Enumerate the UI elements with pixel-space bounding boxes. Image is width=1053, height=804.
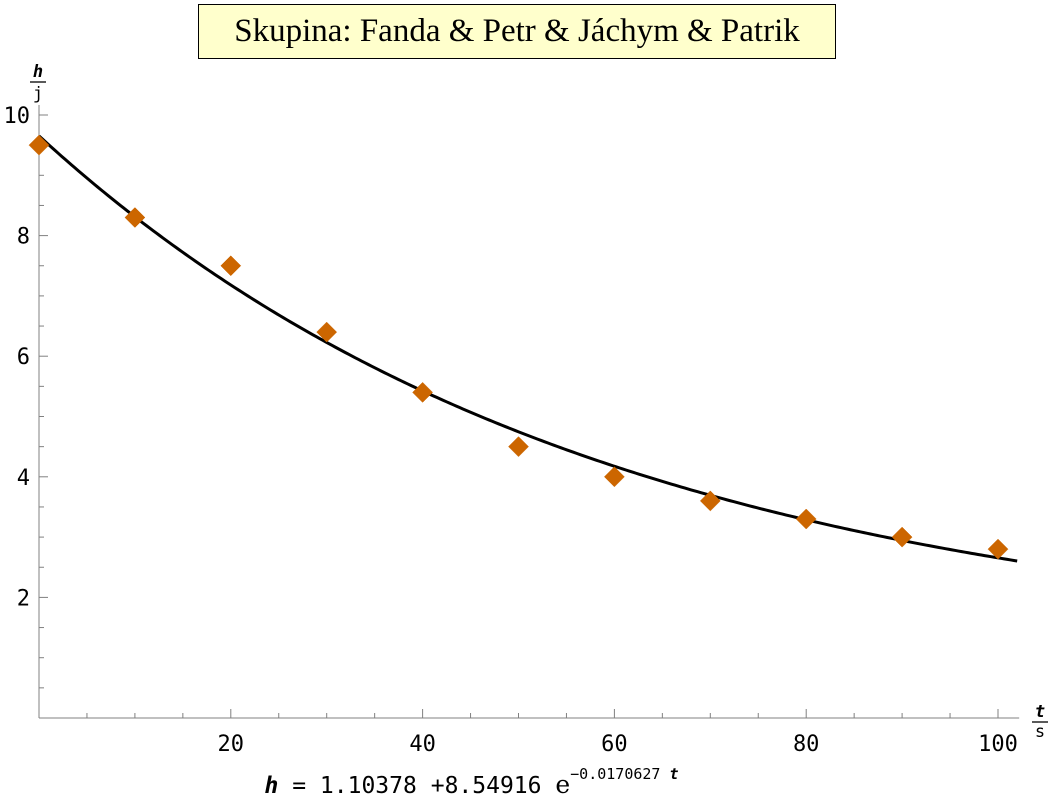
x-axis-unit-numerator: t <box>1035 702 1045 722</box>
x-tick-label: 20 <box>218 732 245 757</box>
x-axis-unit-label: t s <box>1032 702 1048 742</box>
x-tick-label: 100 <box>978 732 1018 757</box>
data-point <box>604 466 625 488</box>
y-axis-unit-denominator: j <box>33 84 43 104</box>
data-point <box>987 538 1009 560</box>
fit-equation: h = 1.10378 +8.54916 e−0.0170627 t <box>0 760 1053 804</box>
data-point <box>699 490 721 512</box>
axis-ticks: 20 40 60 80 100 2 4 6 8 10 <box>4 104 1018 757</box>
data-point <box>795 508 817 530</box>
y-tick-label: 10 <box>4 104 31 129</box>
y-tick-label: 4 <box>17 466 30 491</box>
y-axis-unit-label: h j <box>30 62 46 104</box>
fit-equation-constant: 1.10378 <box>319 773 417 799</box>
fit-equation-plus: + <box>430 773 445 799</box>
data-point <box>316 321 338 343</box>
fit-equation-coefficient: 8.54916 <box>444 773 542 799</box>
y-tick-label: 8 <box>17 225 30 250</box>
fit-equation-lhs: h <box>264 773 279 799</box>
chart-title: Skupina: Fanda & Petr & Jáchym & Patrik <box>198 4 836 59</box>
data-point <box>508 436 529 458</box>
x-axis-unit-denominator: s <box>1035 722 1045 742</box>
axes <box>38 105 1020 719</box>
y-axis-unit-numerator: h <box>33 62 43 82</box>
x-tick-label: 60 <box>601 732 628 757</box>
data-point <box>220 255 242 277</box>
data-point <box>28 134 50 156</box>
y-tick-label: 2 <box>17 586 30 611</box>
fit-equation-exponent-variable: t <box>669 765 679 783</box>
data-points-layer <box>28 134 1009 560</box>
fit-curve <box>37 134 1018 563</box>
x-tick-label: 40 <box>409 732 436 757</box>
y-tick-label: 6 <box>17 345 30 370</box>
data-point <box>412 382 433 403</box>
x-tick-label: 80 <box>793 732 820 757</box>
data-point <box>891 526 913 548</box>
fit-curve-layer <box>37 134 1018 563</box>
fit-equation-base: e <box>555 770 571 799</box>
fit-equation-exponent-value: −0.0170627 <box>570 765 661 783</box>
fit-equation-exponent: −0.0170627 t <box>570 765 678 783</box>
fit-equation-equals: = <box>292 773 307 799</box>
data-point <box>124 207 146 228</box>
